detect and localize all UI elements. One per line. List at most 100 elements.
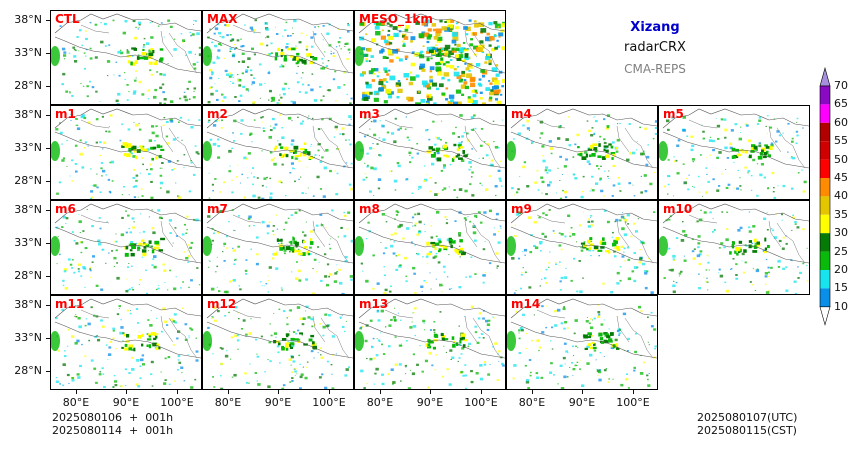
reflectivity-map (203, 203, 353, 294)
lat-tick-label: 33°N (14, 46, 42, 59)
lon-tick-label: 100°E (312, 396, 346, 409)
province-boundary (206, 108, 353, 169)
colorbar-tick-label: 20 (834, 263, 848, 276)
map-panel-m1: m1 (50, 105, 202, 200)
panel-label: m4 (511, 107, 532, 121)
reflectivity-map (659, 203, 809, 294)
lat-tick (46, 20, 50, 21)
colorbar-segment (820, 159, 830, 178)
colorbar-tick-label: 35 (834, 207, 848, 221)
lat-tick-label: 33°N (14, 236, 42, 249)
colorbar-tick-label: 15 (834, 281, 848, 295)
panel-label: m10 (663, 202, 693, 216)
inner-boundary (232, 214, 350, 264)
echo-field (51, 209, 201, 294)
echo-field (203, 19, 353, 104)
lat-tick (46, 148, 50, 149)
lat-tick (46, 305, 50, 306)
map-panel-m9: m9 (506, 200, 658, 295)
colorbar-segment (820, 270, 830, 289)
variable-title: radarCRX (624, 40, 686, 55)
colorbar-segment (820, 86, 830, 105)
lat-tick-label: 38°N (14, 108, 42, 121)
reflectivity-map (355, 108, 505, 199)
map-panel-max: MAX (202, 10, 354, 105)
lon-tick (633, 390, 634, 394)
lon-tick-label: 90°E (568, 396, 596, 409)
colorbar-tick-label: 65 (834, 97, 848, 111)
lat-tick (46, 338, 50, 339)
province-boundary (662, 203, 809, 264)
province-boundary (54, 13, 201, 74)
panel-label: m1 (55, 107, 76, 121)
province-boundary (54, 298, 201, 359)
panel-label: m14 (511, 297, 541, 311)
lon-tick-label: 90°E (112, 396, 140, 409)
province-boundary (206, 203, 353, 264)
lat-tick (46, 210, 50, 211)
inner-boundary (384, 214, 502, 264)
colorbar-tick-label: 30 (834, 226, 848, 240)
province-boundary (358, 13, 505, 74)
lat-tick (46, 115, 50, 116)
lat-tick (46, 276, 50, 277)
panel-label: m5 (663, 107, 684, 121)
colorbar-segment (820, 104, 830, 123)
lat-tick-label: 38°N (14, 13, 42, 26)
inner-boundary (688, 214, 806, 264)
province-boundary (510, 108, 657, 169)
inner-boundary (536, 214, 654, 264)
echo-field (51, 19, 201, 104)
region-title: Xizang (630, 20, 680, 35)
map-panel-m2: m2 (202, 105, 354, 200)
lon-tick-label: 80°E (62, 396, 90, 409)
lon-tick (582, 390, 583, 394)
lon-tick-label: 90°E (264, 396, 292, 409)
map-panel-ctl: CTL (50, 10, 202, 105)
echo-field (659, 115, 807, 199)
reflectivity-map (203, 13, 353, 104)
colorbar-tick-label: 50 (834, 152, 848, 166)
echo-field (659, 209, 809, 294)
colorbar-segment (820, 196, 830, 215)
valid-time-utc: 2025080107(UTC) (697, 411, 798, 424)
reflectivity-map (355, 203, 505, 294)
reflectivity-map (507, 298, 657, 389)
echo-field (507, 304, 657, 389)
province-boundary (358, 108, 505, 169)
reflectivity-map (51, 108, 201, 199)
inner-boundary (536, 119, 654, 169)
inner-boundary (80, 119, 198, 169)
colorbar-tick-label: 60 (834, 115, 848, 129)
echo-field (355, 114, 504, 199)
colorbar-segment (820, 141, 830, 160)
map-panel-m7: m7 (202, 200, 354, 295)
lat-tick-label: 28°N (14, 79, 42, 92)
lat-tick (46, 243, 50, 244)
panel-label: m12 (207, 297, 237, 311)
panel-label: m2 (207, 107, 228, 121)
lon-tick (278, 390, 279, 394)
panel-label: MAX (207, 12, 238, 26)
colorbar-tick-label: 70 (834, 79, 848, 92)
lon-tick-label: 80°E (518, 396, 546, 409)
colorbar-tick-label: 10 (834, 299, 848, 313)
lat-tick-label: 28°N (14, 364, 42, 377)
colorbar-min-extension (819, 306, 831, 326)
echo-field (51, 114, 201, 199)
inner-boundary (688, 119, 806, 169)
map-panel-m12: m12 (202, 295, 354, 390)
lon-tick-label: 90°E (416, 396, 444, 409)
lon-tick (532, 390, 533, 394)
inner-boundary (80, 24, 198, 74)
map-panel-m4: m4 (506, 105, 658, 200)
echo-field (355, 209, 502, 294)
inner-boundary (384, 24, 502, 74)
panel-label: MESO_1km (359, 12, 433, 26)
reflectivity-map (51, 203, 201, 294)
reflectivity-map (355, 298, 505, 389)
map-panel-m11: m11 (50, 295, 202, 390)
reflectivity-map (355, 13, 505, 104)
province-boundary (358, 203, 505, 264)
echo-field (203, 305, 350, 389)
